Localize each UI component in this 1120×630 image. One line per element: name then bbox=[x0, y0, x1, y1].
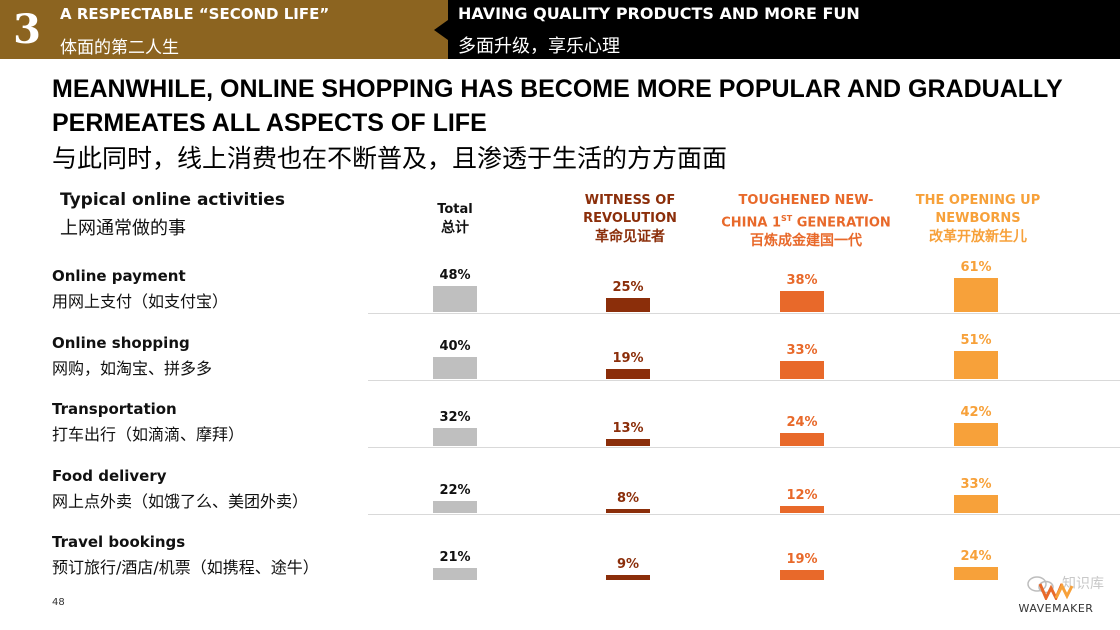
category-label-cn: 打车出行（如滴滴、摩拜） bbox=[52, 425, 245, 444]
category-label-en: Online payment bbox=[52, 267, 186, 285]
column-header-line1: TOUGHENED NEW- bbox=[738, 193, 874, 208]
bar bbox=[606, 298, 650, 312]
category-label-en: Travel bookings bbox=[52, 533, 186, 551]
column-header-cn: 百炼成金建国一代 bbox=[750, 233, 862, 250]
row-separator bbox=[368, 514, 1120, 515]
bar bbox=[780, 291, 824, 312]
header-arrow-icon bbox=[434, 20, 448, 40]
row-separator bbox=[368, 313, 1120, 314]
bar bbox=[433, 501, 477, 513]
wechat-icon bbox=[1026, 574, 1056, 596]
bar-value-label: 51% bbox=[960, 333, 992, 348]
bar-value-label: 22% bbox=[439, 483, 471, 498]
logo-text: WAVEMAKER bbox=[1018, 602, 1094, 615]
slide-title-cn: 与此同时，线上消费也在不断普及，且渗透于生活的方方面面 bbox=[52, 144, 728, 173]
section-title-cn: 体面的第二人生 bbox=[60, 38, 179, 58]
bar-value-label: 42% bbox=[960, 405, 992, 420]
page-number: 48 bbox=[52, 597, 65, 608]
category-label-en: Transportation bbox=[52, 400, 177, 418]
subsection-title-en: HAVING QUALITY PRODUCTS AND MORE FUN bbox=[458, 4, 860, 23]
column-header-total: Total 总计 bbox=[405, 201, 505, 237]
category-label-cn: 预订旅行/酒店/机票（如携程、途牛） bbox=[52, 558, 319, 577]
section-title-en: A RESPECTABLE “SECOND LIFE” bbox=[60, 5, 330, 23]
bar bbox=[433, 357, 477, 379]
bar-value-label: 40% bbox=[439, 339, 471, 354]
slide-title-en: MEANWHILE, ONLINE SHOPPING HAS BECOME MO… bbox=[52, 75, 1063, 137]
bar bbox=[606, 439, 650, 446]
bar-value-label: 21% bbox=[439, 550, 471, 565]
bar bbox=[954, 567, 998, 580]
section-number: 3 bbox=[13, 6, 41, 53]
column-header-line1: Total bbox=[437, 202, 473, 217]
section-header-right bbox=[448, 0, 1120, 59]
column-header-cn: 改革开放新生儿 bbox=[929, 229, 1027, 245]
bar-value-label: 12% bbox=[786, 488, 818, 503]
column-header-line1: THE OPENING UP bbox=[915, 193, 1041, 208]
bar bbox=[954, 423, 998, 446]
column-header-cn: 总计 bbox=[441, 220, 469, 236]
category-label-cn: 用网上支付（如支付宝） bbox=[52, 292, 229, 311]
category-label-en: Online shopping bbox=[52, 334, 190, 352]
bar-value-label: 19% bbox=[786, 552, 818, 567]
subsection-title-cn: 多面升级，享乐心理 bbox=[458, 36, 620, 57]
bar-value-label: 32% bbox=[439, 410, 471, 425]
bar bbox=[780, 361, 824, 379]
bar bbox=[433, 428, 477, 446]
bar bbox=[433, 568, 477, 580]
row-separator bbox=[368, 380, 1120, 381]
bar bbox=[606, 575, 650, 580]
bar-value-label: 24% bbox=[786, 415, 818, 430]
bar bbox=[606, 509, 650, 513]
bar bbox=[780, 433, 824, 446]
bar bbox=[780, 570, 824, 580]
column-header-line2: NEWBORNS bbox=[935, 211, 1021, 226]
activities-header-en: Typical online activities bbox=[60, 190, 285, 210]
bar-value-label: 33% bbox=[960, 477, 992, 492]
column-header-opening: THE OPENING UP NEWBORNS 改革开放新生儿 bbox=[905, 192, 1051, 246]
bar-value-label: 38% bbox=[786, 273, 818, 288]
row-separator bbox=[368, 447, 1120, 448]
bar-value-label: 25% bbox=[612, 280, 644, 295]
column-header-cn: 革命见证者 bbox=[595, 229, 665, 245]
column-header-line2: REVOLUTION bbox=[583, 211, 677, 226]
bar-value-label: 24% bbox=[960, 549, 992, 564]
bar bbox=[954, 278, 998, 312]
bar bbox=[433, 286, 477, 312]
bar bbox=[780, 506, 824, 513]
activities-header-cn: 上网通常做的事 bbox=[60, 218, 186, 239]
bar-value-label: 33% bbox=[786, 343, 818, 358]
bar-value-label: 8% bbox=[616, 491, 640, 506]
wavemaker-mark-icon bbox=[1038, 582, 1074, 600]
category-label-cn: 网购，如淘宝、拼多多 bbox=[52, 359, 213, 378]
column-header-line1: WITNESS OF bbox=[584, 193, 676, 208]
wavemaker-logo: WAVEMAKER bbox=[1006, 582, 1106, 618]
bar bbox=[606, 369, 650, 379]
section-header-left bbox=[0, 0, 448, 59]
bar-value-label: 48% bbox=[439, 268, 471, 283]
bar-value-label: 9% bbox=[616, 557, 640, 572]
bar-value-label: 61% bbox=[960, 260, 992, 275]
bar-value-label: 13% bbox=[612, 421, 644, 436]
bar bbox=[954, 351, 998, 379]
column-header-line2: CHINA 1ST GENERATION bbox=[721, 214, 891, 231]
column-header-witness: WITNESS OF REVOLUTION 革命见证者 bbox=[560, 192, 700, 246]
category-label-en: Food delivery bbox=[52, 467, 167, 485]
bar bbox=[954, 495, 998, 513]
category-label-cn: 网上点外卖（如饿了么、美团外卖） bbox=[52, 492, 309, 511]
bar-value-label: 19% bbox=[612, 351, 644, 366]
column-header-toughened: TOUGHENED NEW- CHINA 1ST GENERATION 百炼成金… bbox=[712, 192, 900, 250]
